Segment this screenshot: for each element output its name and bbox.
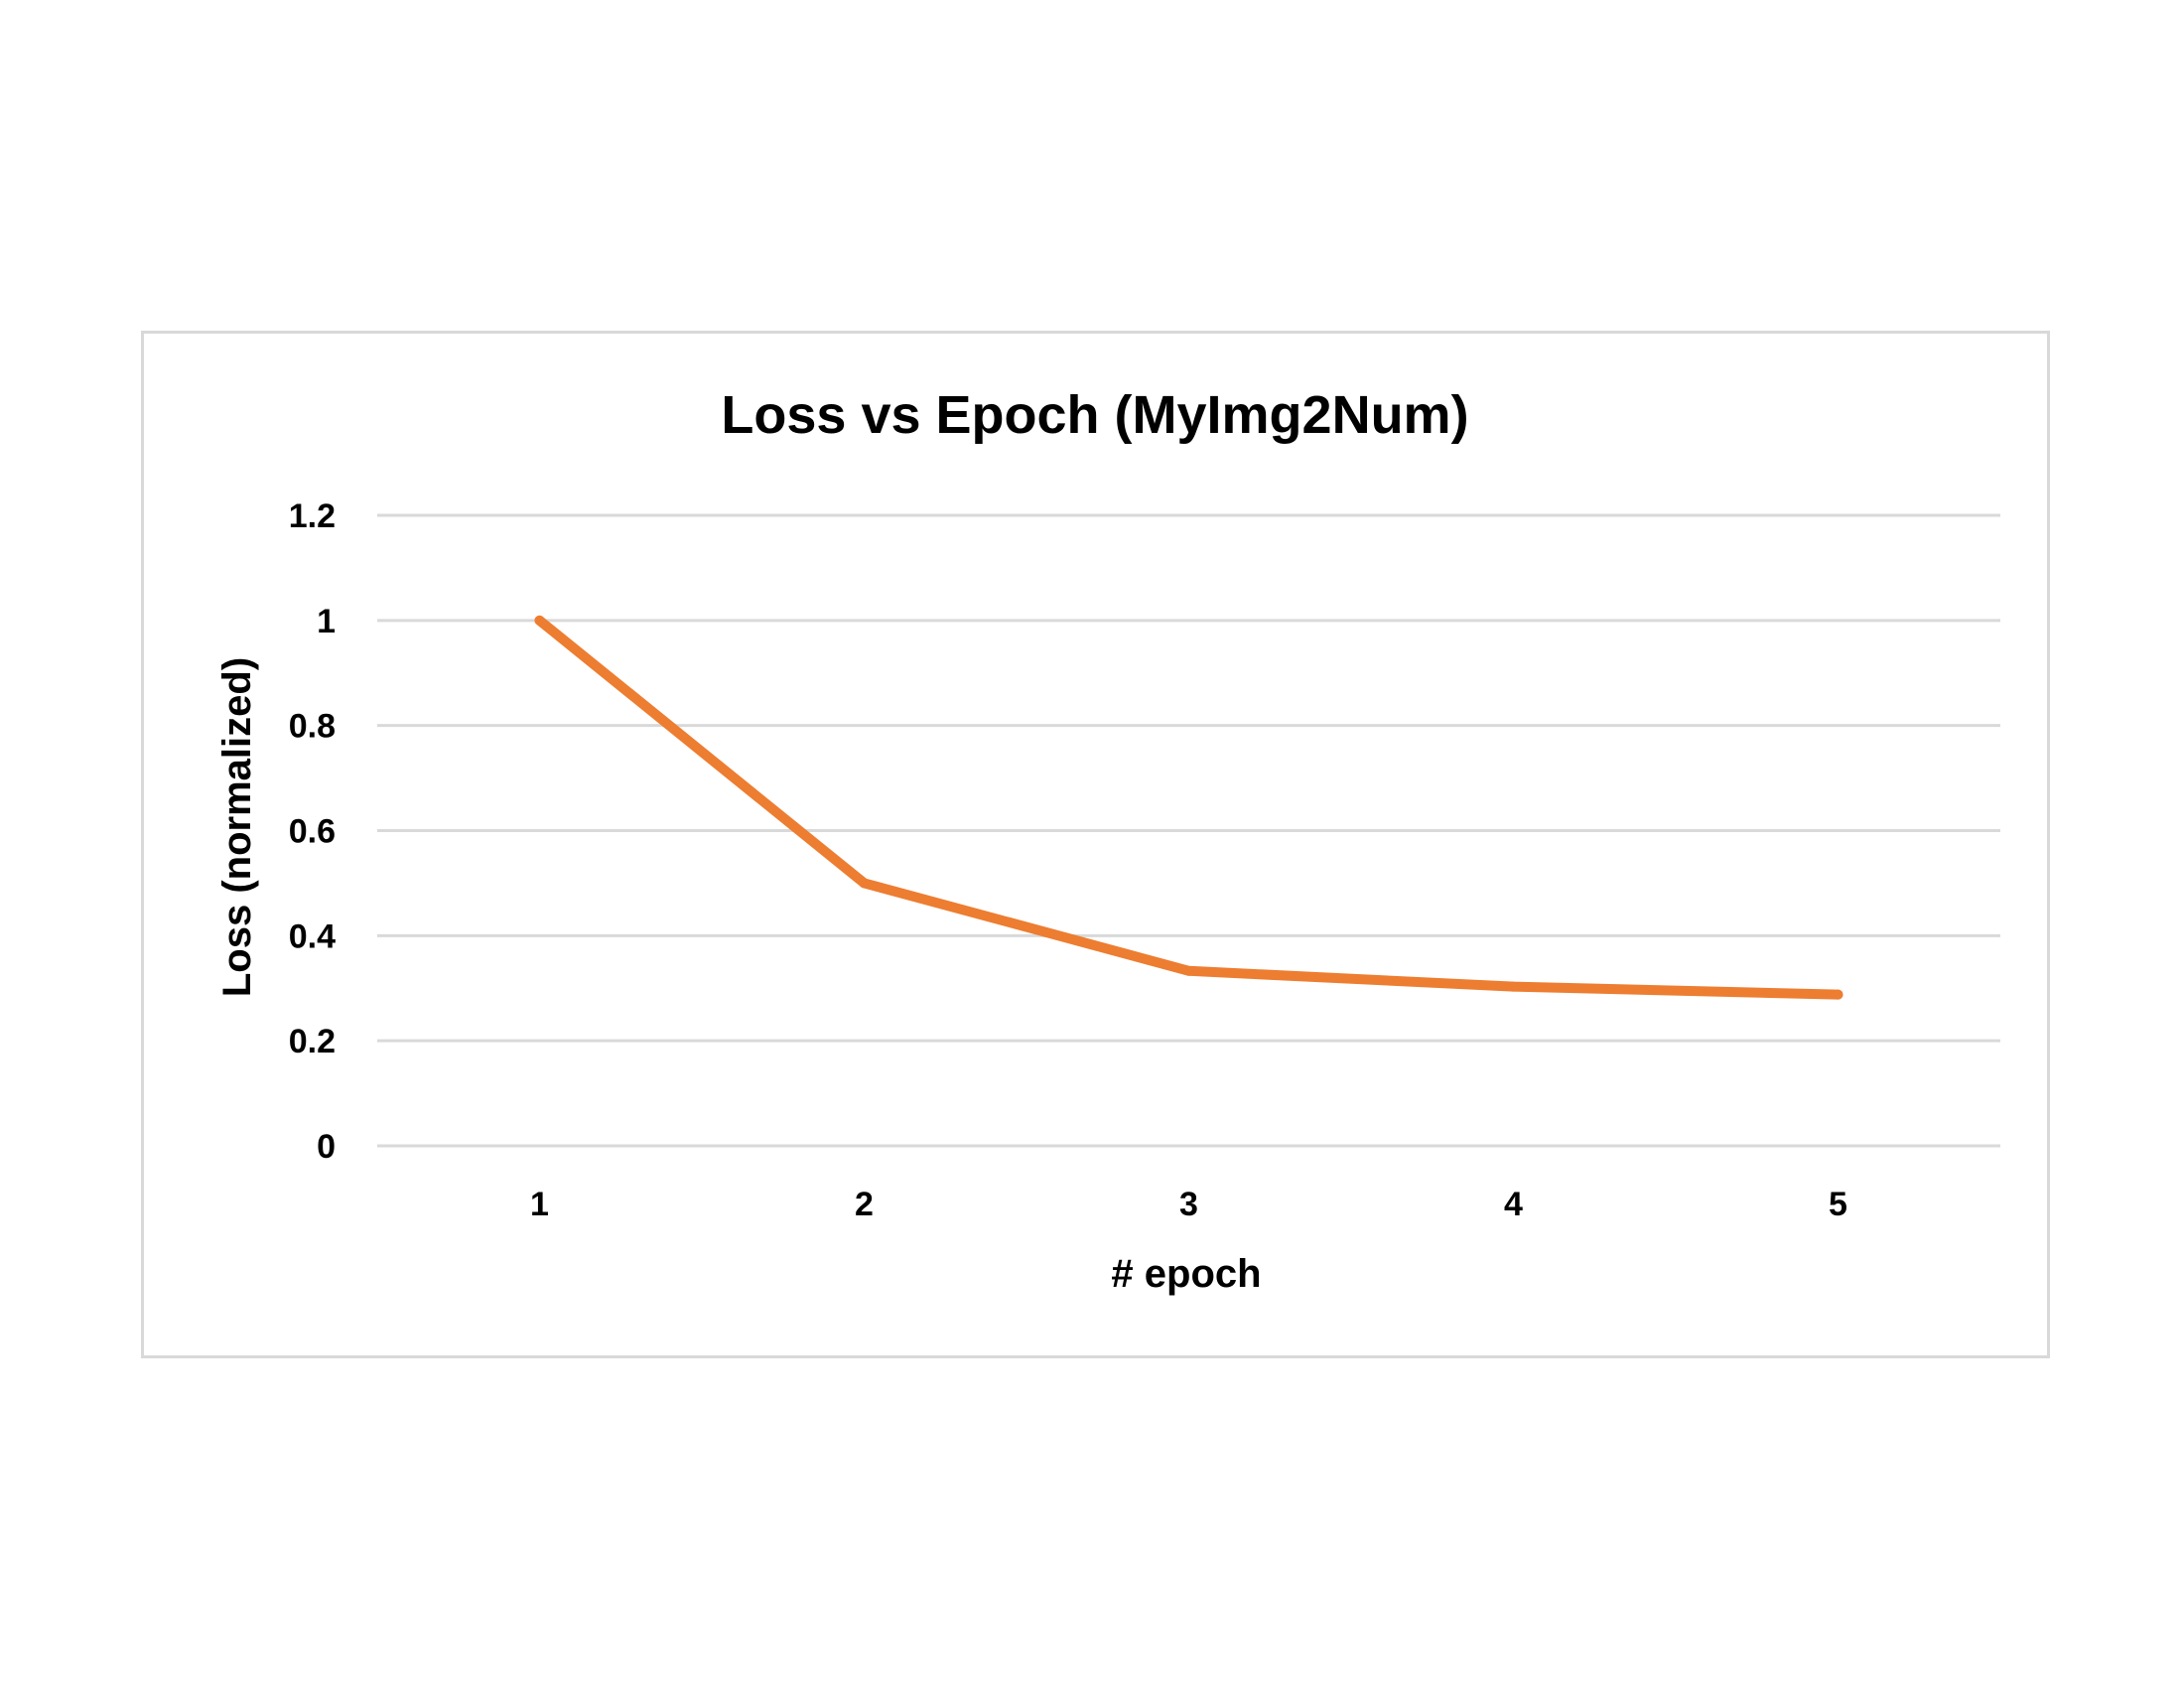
x-axis-ticks: 1 2 3 4 5	[530, 1186, 1847, 1223]
data-point	[1508, 981, 1519, 992]
x-tick-label: 3	[1179, 1186, 1198, 1223]
y-tick-label: 0.4	[289, 917, 336, 955]
y-tick-label: 0.2	[289, 1023, 336, 1060]
chart-frame	[141, 331, 2050, 1358]
series-group	[534, 615, 1843, 1000]
data-point	[1833, 989, 1843, 1000]
x-tick-label: 1	[530, 1186, 549, 1223]
y-tick-label: 1	[317, 603, 336, 640]
x-tick-label: 2	[855, 1186, 874, 1223]
chart-title: Loss vs Epoch (MyImg2Num)	[721, 385, 1468, 445]
x-tick-label: 5	[1829, 1186, 1847, 1223]
data-point	[534, 615, 545, 626]
y-axis-label: Loss (normalized)	[215, 657, 259, 997]
gridlines	[377, 513, 2000, 1148]
series-line-0	[534, 615, 1843, 1000]
y-tick-label: 1.2	[289, 497, 336, 535]
y-axis-ticks: 0 0.2 0.4 0.6 0.8 1 1.2	[289, 497, 336, 1166]
data-point	[859, 878, 870, 889]
y-tick-label: 0	[317, 1128, 336, 1166]
data-point	[1183, 965, 1194, 976]
x-axis-label: # epoch	[1111, 1252, 1261, 1296]
x-tick-label: 4	[1504, 1186, 1523, 1223]
y-tick-label: 0.8	[289, 708, 336, 746]
y-tick-label: 0.6	[289, 813, 336, 851]
